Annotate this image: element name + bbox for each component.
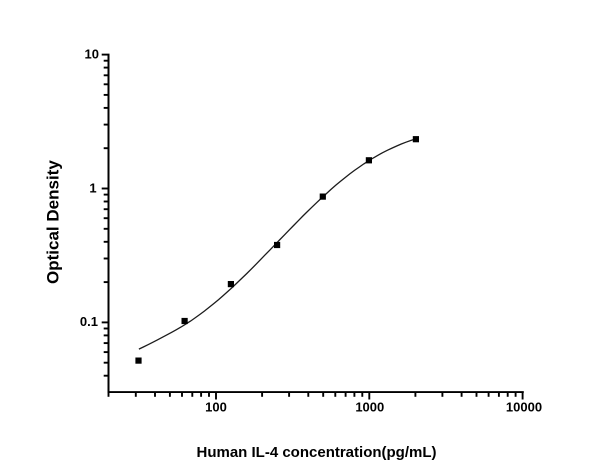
svg-text:1: 1	[89, 180, 96, 195]
svg-text:10000: 10000	[506, 400, 542, 415]
svg-text:10: 10	[85, 46, 99, 61]
svg-text:Optical Density: Optical Density	[43, 160, 62, 284]
svg-text:Human IL-4 concentration(pg/mL: Human IL-4 concentration(pg/mL)	[197, 444, 437, 461]
svg-text:1000: 1000	[355, 400, 384, 415]
svg-text:100: 100	[205, 400, 227, 415]
svg-text:0.1: 0.1	[80, 314, 98, 329]
